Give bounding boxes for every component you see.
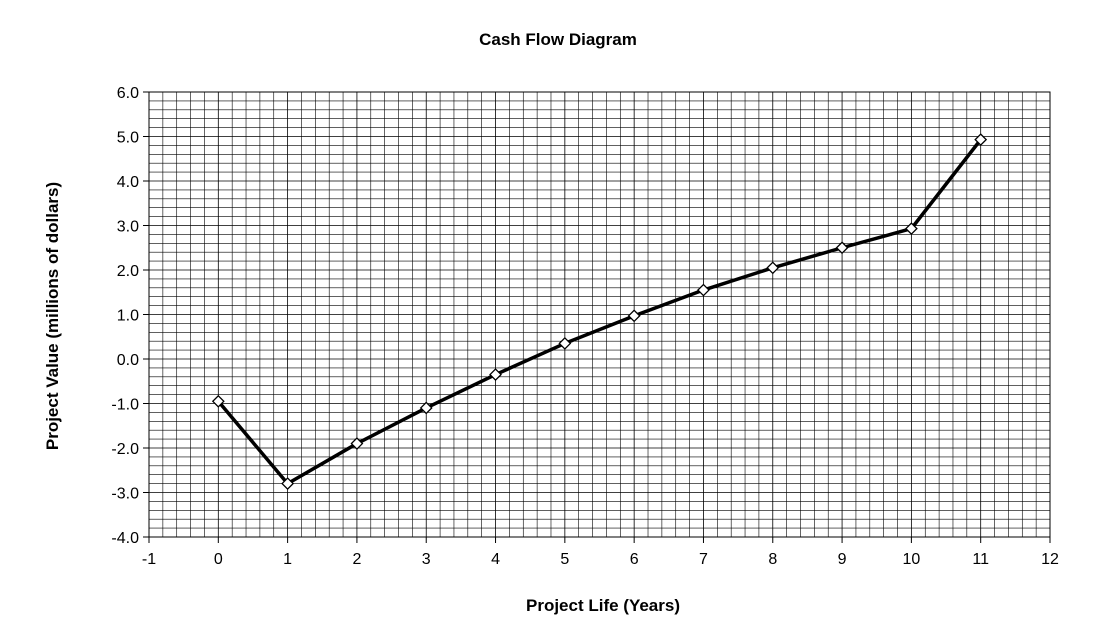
data-points (211, 133, 988, 491)
data-point-marker (697, 283, 710, 297)
data-point-marker (904, 222, 918, 236)
x-tick-label: 9 (838, 551, 847, 568)
y-axis-label: Project Value (millions of dollars) (43, 182, 62, 450)
y-tick-label: 4.0 (117, 174, 139, 191)
data-point-marker (974, 133, 988, 147)
x-tick-label: 0 (214, 551, 223, 568)
data-point-marker (350, 437, 364, 450)
y-tick-label: 1.0 (117, 308, 139, 325)
data-point-marker (835, 241, 849, 255)
data-point-marker (281, 477, 295, 491)
x-tick-label: 11 (972, 551, 989, 568)
chart-title: Cash Flow Diagram (479, 30, 637, 49)
x-tick-label: 12 (1041, 551, 1059, 568)
data-point-marker (766, 261, 780, 275)
y-tick-label: -3.0 (111, 486, 139, 503)
x-tick-label: 5 (560, 551, 569, 568)
y-tick-label: 3.0 (117, 219, 139, 236)
x-tick-label: 3 (422, 551, 431, 568)
x-axis-ticks: -1 0 1 2 3 4 5 6 7 8 9 10 11 12 (142, 537, 1059, 568)
y-axis-ticks: -4.0 -3.0 -2.0 -1.0 0.0 1.0 2.0 3.0 4.0 5.0 6.0 (111, 85, 149, 547)
y-tick-label: -4.0 (111, 530, 139, 547)
x-tick-label: 8 (768, 551, 777, 568)
data-point-marker (211, 394, 225, 408)
x-tick-label: -1 (142, 551, 156, 568)
x-tick-label: 2 (352, 551, 361, 568)
series-line (216, 138, 983, 486)
data-point-marker (627, 309, 641, 323)
y-tick-label: -2.0 (111, 441, 139, 458)
y-tick-label: 5.0 (117, 130, 139, 147)
data-point-marker (489, 368, 502, 381)
y-tick-label: 0.0 (117, 352, 139, 369)
x-tick-label: 6 (630, 551, 639, 568)
grid (148, 91, 1051, 538)
y-tick-label: -1.0 (111, 397, 139, 414)
x-tick-label: 1 (283, 551, 292, 568)
x-tick-label: 10 (902, 551, 920, 568)
x-tick-label: 4 (491, 551, 500, 568)
x-axis-label: Project Life (Years) (526, 596, 680, 615)
y-tick-label: 6.0 (117, 85, 139, 102)
data-point-marker (419, 401, 433, 415)
y-tick-label: 2.0 (117, 263, 139, 280)
x-tick-label: 7 (699, 551, 708, 568)
data-point-marker (558, 337, 572, 350)
